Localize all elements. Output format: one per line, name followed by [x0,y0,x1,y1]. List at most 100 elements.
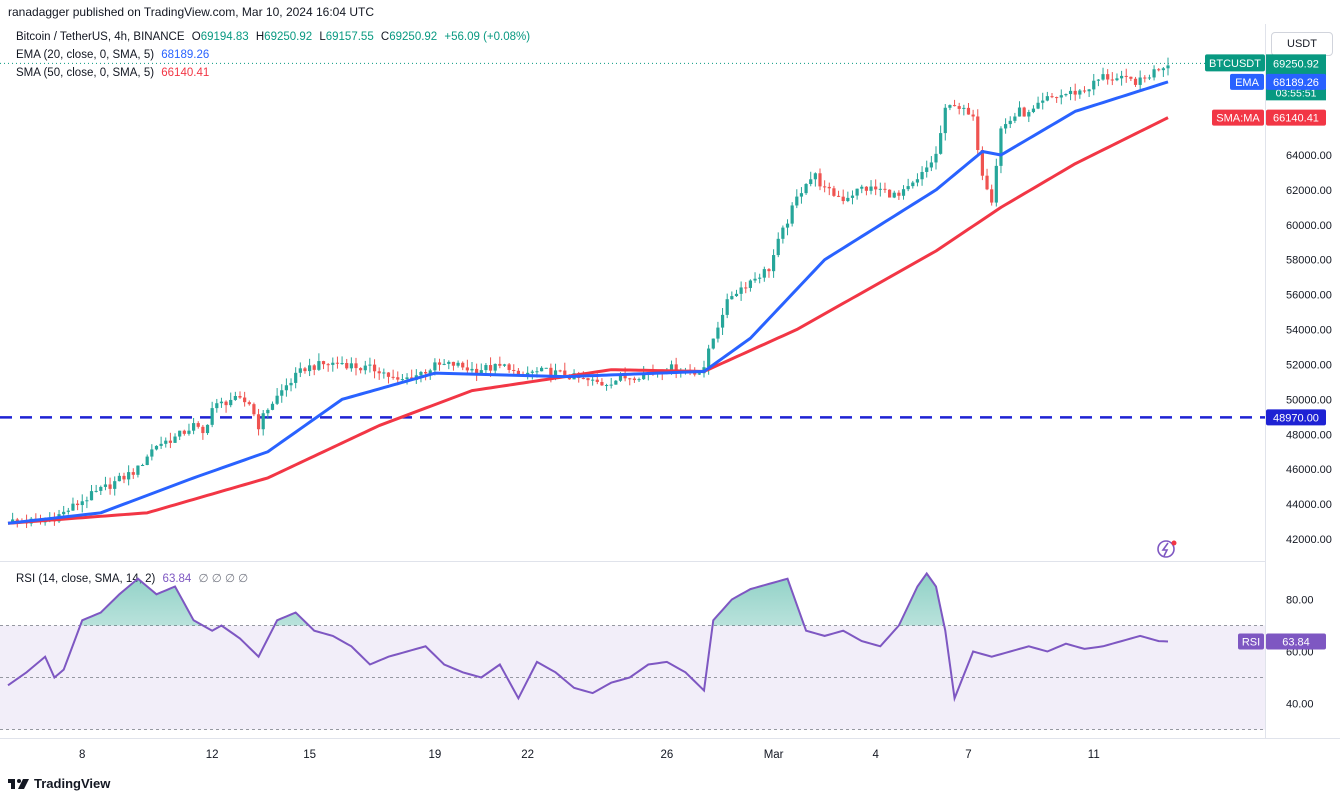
candle-body [164,440,168,444]
candle-body [1133,78,1138,85]
candle-body [94,490,98,492]
ema-line [7,80,1169,525]
support-value-badge: 48970.00 [1266,409,1326,426]
time-tick-label: Mar [764,749,784,761]
last-price-change: +60.33% [1275,73,1317,85]
candle-body [127,472,131,480]
candle-body [219,401,224,404]
candle-body [781,227,785,239]
candle-body [201,426,205,434]
candle-body [855,188,859,196]
candle-body [1031,108,1036,113]
candle-body [247,402,251,405]
time-tick-label: 8 [79,749,85,761]
candle-body [243,397,247,403]
candle-body [451,361,456,366]
symbol-title[interactable]: Bitcoin / TetherUS, 4h, BINANCE [16,31,185,43]
candle-body [962,107,966,109]
candle-body [410,377,414,380]
rsi-axis[interactable]: 80.00 60.00 40.00 [1286,595,1314,711]
candle-body [637,379,641,381]
candle-body [368,364,372,366]
sma-legend[interactable]: SMA (50, close, 0, SMA, 5) 66140.41 [16,67,213,79]
ema-legend[interactable]: EMA (20, close, 0, SMA, 5) 68189.26 [16,49,213,61]
candle-body [488,365,493,371]
candle-body [553,370,558,377]
candle-body [29,518,33,524]
candle-body [289,382,293,386]
candle-body [1152,69,1156,78]
candle-body [864,186,868,191]
candle-body [391,376,395,378]
candle-body [1059,95,1063,98]
candle-body [1013,116,1017,121]
candle-body [669,364,674,373]
price-tick-label: 50000.00 [1286,394,1332,406]
candle-body [651,372,655,374]
time-axis[interactable]: 8 12 15 19 22 26 Mar 4 7 11 [79,749,1100,761]
ohlc-close: C69250.92 [380,31,438,43]
time-tick-label: 22 [521,749,534,761]
currency-button[interactable]: USDT [1271,32,1333,56]
candle-body [1147,77,1152,79]
candle-body [1138,77,1142,85]
candle-body [275,395,279,404]
candle-body [776,238,780,256]
candle-body [1124,75,1128,77]
candle-body [419,372,423,376]
candle-body [470,368,474,371]
candle-body [238,396,242,398]
rsi-legend-value: 63.84 [162,573,192,585]
candle-body [340,363,344,365]
tradingview-logo[interactable]: TradingView [8,776,110,791]
candle-body [549,367,553,377]
candle-body [683,370,688,372]
candle-body [280,390,284,396]
rsi-line [7,571,1169,703]
candle-body [1087,89,1091,92]
candle-body [646,372,650,374]
svg-text:48970.00: 48970.00 [1273,412,1319,424]
candle-body [878,188,882,190]
candle-body [414,375,418,380]
candle-body [1064,94,1068,96]
svg-text:SMA:MA: SMA:MA [1216,113,1260,125]
candle-body [544,367,548,369]
candle-body [1082,90,1087,92]
candle-body [493,363,497,371]
price-tick-label: 64000.00 [1286,150,1332,162]
rsi-tick-label: 40.00 [1286,699,1314,711]
candle-body [906,186,910,190]
candle-body [688,370,692,372]
candle-body [1120,75,1124,79]
candle-body [38,519,43,522]
candle-body [790,205,794,224]
candle-body [665,372,669,374]
candle-body [233,396,237,400]
rsi-legend[interactable]: RSI (14, close, SMA, 14, 2) 63.84 ∅ ∅ ∅ … [16,571,252,585]
ticker-badge: BTCUSDT [1205,54,1265,72]
candle-body [335,362,340,364]
rsi-band [0,625,1265,730]
candle-body [215,403,219,409]
candle-body [1017,107,1022,117]
candle-body [939,133,943,154]
price-axis[interactable]: 64000.00 62000.00 60000.00 58000.00 56000.00… [1286,150,1332,546]
candle-body [846,197,850,202]
candle-body [628,378,632,380]
candle-body [252,404,256,415]
candle-body [934,153,938,163]
candle-body [428,370,432,374]
ohlc-low: L69157.55 [319,31,374,43]
alert-icon[interactable] [1157,540,1177,558]
candle-body [48,519,52,522]
candle-body [734,293,739,297]
candle-body [71,503,75,511]
candle-body [948,105,952,108]
candle-body [298,368,302,373]
candle-body [827,186,831,189]
candle-body [178,430,182,437]
candle-body [122,475,126,480]
candle-body [1157,69,1161,71]
